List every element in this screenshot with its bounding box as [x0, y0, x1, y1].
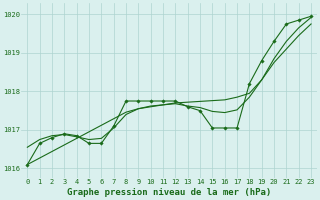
X-axis label: Graphe pression niveau de la mer (hPa): Graphe pression niveau de la mer (hPa) — [67, 188, 271, 197]
